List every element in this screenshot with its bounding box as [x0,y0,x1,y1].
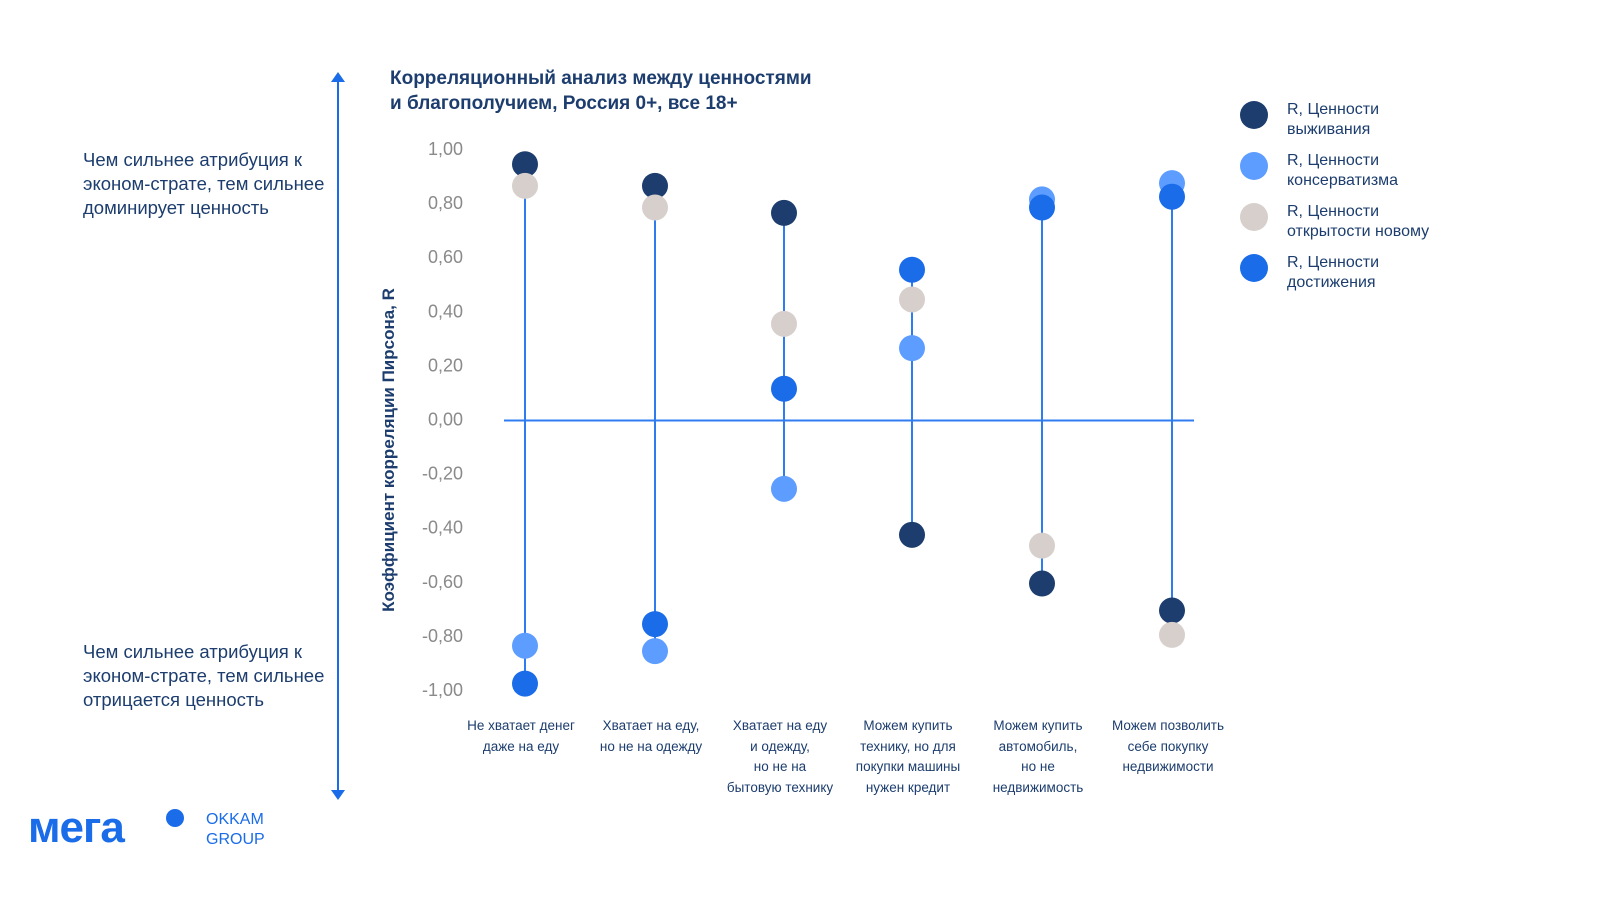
side-note-top: Чем сильнее атрибуция к эконом-страте, т… [83,149,325,218]
chart-title-line-1: Корреляционный анализ между ценностями [390,68,812,89]
data-point [771,475,797,502]
x-tick-label-line: и одежду, [750,738,810,754]
legend-swatch [1240,203,1268,231]
legend-label: достижения [1287,274,1376,291]
arrow-down-icon [331,790,345,800]
data-point [1029,570,1055,597]
legend-label: открытости новому [1287,223,1430,240]
y-tick-label: 0,00 [428,410,463,430]
data-point [512,670,538,697]
y-tick-label: 0,60 [428,247,463,267]
data-point [1029,532,1055,559]
legend-swatch [1240,101,1268,129]
y-tick-label: -0,80 [422,626,463,646]
x-tick-label-line: автомобиль, [998,738,1078,754]
x-tick-label-line: бытовую технику [726,779,834,795]
legend-swatch [1240,254,1268,282]
logo-dot-icon [166,809,184,827]
y-tick-label: 0,20 [428,355,463,375]
data-point [642,611,668,638]
x-tick-label: Можем купить автомобиль, но не недвижимость [968,716,1108,798]
data-point [512,151,538,178]
data-point [512,632,538,659]
legend-label: R, Ценности [1287,254,1380,271]
data-point [1029,194,1055,221]
data-point [899,256,925,283]
arrow-up-icon [331,72,345,82]
data-point [512,172,538,199]
x-tick-label-line: Хватает на еду, [602,718,700,733]
data-point [642,638,668,665]
x-tick-label-line: покупки машины [855,759,961,774]
data-point [899,335,925,362]
logo-wordmark: мега [28,803,125,852]
y-tick-label: -0,60 [422,572,463,592]
logo-group-name: OKKAM GROUP [206,810,265,850]
x-tick-label: Можем купить технику, но для покупки машин… [838,716,978,798]
x-tick-label: Хватает на еду и одежду, но не на бытовую т… [710,716,850,798]
data-point [642,194,668,221]
data-point [771,375,797,402]
chart-title-line-2: и благополучием, Россия 0+, все 18+ [390,93,738,114]
x-tick-label-line: но не [1021,759,1055,774]
x-tick-label-line: Можем купить [863,718,953,733]
x-tick-label: Не хватает денег даже на еду [451,716,591,757]
legend-label: R, Ценности [1287,101,1380,118]
x-tick-label: Хватает на еду, но не на одежду [581,716,721,757]
logo-group-line-2: GROUP [206,831,265,848]
legend-swatch [1240,152,1268,180]
x-tick-label-line: но не на [753,759,807,774]
x-tick-label-line: даже на еду [482,738,560,754]
x-tick-label-line: Не хватает денег [467,718,575,733]
data-point [642,172,668,199]
x-tick-label-line: Можем купить [993,718,1083,733]
x-tick-label-line: Можем позволить [1111,718,1225,733]
double-arrow-axis [331,72,345,800]
data-point [899,286,925,313]
side-note-bottom: Чем сильнее атрибуция к эконом-страте, т… [83,641,325,710]
x-tick-label-line: недвижимости [1122,759,1214,774]
data-point [1159,597,1185,624]
y-tick-label: -1,00 [422,680,463,700]
y-tick-label: 1,00 [428,139,463,159]
y-tick-label: -0,20 [422,464,463,484]
legend-label: выживания [1287,121,1371,138]
data-point [771,199,797,226]
x-tick-label: Можем позволить себе покупку недвижимости [1098,716,1238,778]
x-tick-label-line: технику, но для [860,738,956,754]
x-tick-label-line: себе покупку [1127,738,1209,754]
legend-label: консерватизма [1287,172,1399,189]
x-tick-label-line: нужен кредит [865,779,951,795]
x-tick-label-line: но не на одежду [599,738,703,754]
x-tick-label-line: Хватает на еду [732,718,828,733]
legend-label: R, Ценности [1287,152,1380,169]
data-point [899,521,925,548]
data-point [771,310,797,337]
y-tick-label: 0,80 [428,193,463,213]
y-tick-label: 0,40 [428,301,463,321]
chart-title: Корреляционный анализ между ценностями и… [390,66,812,116]
data-point [1159,183,1185,210]
legend-label: R, Ценности [1287,203,1380,220]
x-tick-label-line: недвижимость [992,779,1084,795]
data-point [1159,621,1185,648]
y-tick-label: -0,40 [422,518,463,538]
logo-group-line-1: OKKAM [206,811,264,828]
